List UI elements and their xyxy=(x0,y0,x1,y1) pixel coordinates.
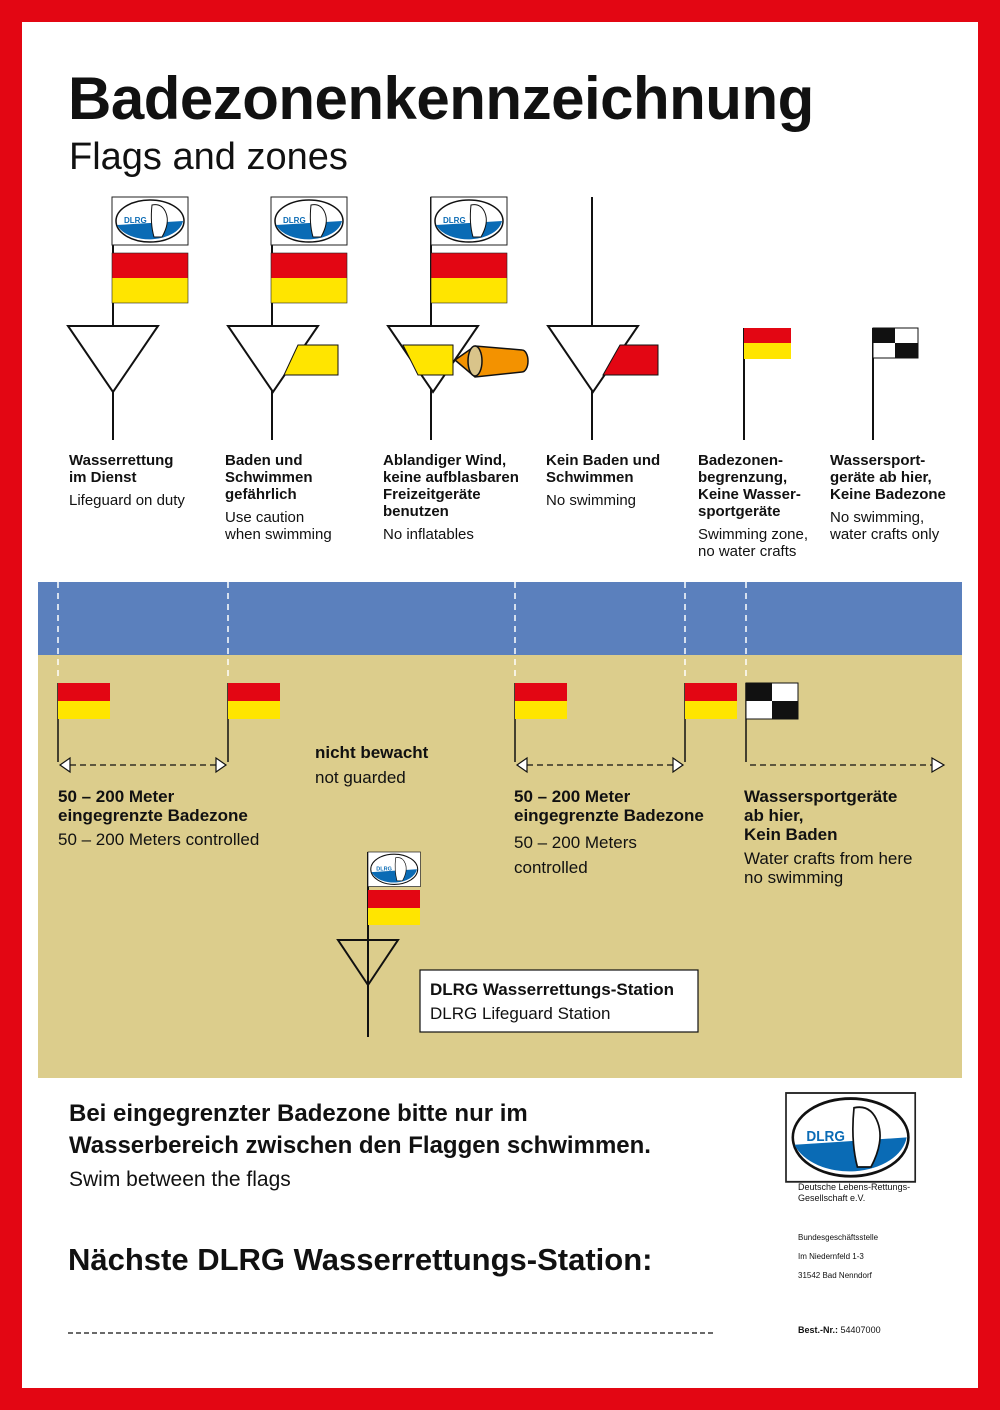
sign-swimming-zone xyxy=(743,328,791,440)
crafts-label: Wassersportgeräte ab hier, Kein Baden Wa… xyxy=(744,787,913,887)
windsock-icon xyxy=(453,345,529,378)
sign-label-4: Kein Baden und Schwimmen No swimming xyxy=(546,452,661,509)
zone-boundaries xyxy=(57,582,747,680)
station-label: DLRG Wasserrettungs-Station DLRG Lifegua… xyxy=(430,980,675,1023)
dlrg-logo-flag xyxy=(111,196,189,246)
zone2-label: 50 – 200 Meter eingegrenzte Badezone 50 … xyxy=(514,787,704,877)
next-station-heading: Nächste DLRG Wasserrettungs-Station: xyxy=(68,1242,653,1277)
distance-arrows xyxy=(58,756,946,774)
sign-label-3: Ablandiger Wind, keine aufblasbaren Frei… xyxy=(383,452,519,543)
sign-label-6: Wassersport- geräte ab hier, Keine Badez… xyxy=(830,452,946,543)
station-sign xyxy=(336,851,699,1037)
water-area xyxy=(38,582,962,656)
page-subtitle: Flags and zones xyxy=(69,136,348,178)
beach-flag xyxy=(685,683,737,719)
org-name: Deutsche Lebens-Rettungs- Gesellschaft e… xyxy=(798,1182,911,1203)
sign-lifeguard-on-duty xyxy=(66,196,189,440)
order-number: Best.-Nr.: 54407000 xyxy=(798,1325,881,1335)
sign-label-5: Badezonen- begrenzung, Keine Wasser- spo… xyxy=(698,452,809,560)
yellow-flag xyxy=(402,344,454,376)
beach-flag xyxy=(228,683,280,719)
sign-no-swimming xyxy=(546,197,659,440)
yellow-flag xyxy=(283,344,339,376)
red-flag xyxy=(602,344,659,376)
unguarded-label: nicht bewacht not guarded xyxy=(315,743,429,787)
dlrg-logo xyxy=(784,1091,917,1184)
beach-flag xyxy=(515,683,567,719)
red-yellow-flag xyxy=(111,252,189,304)
swim-notice-en: Swim between the flags xyxy=(69,1168,291,1191)
page-title: Badezonenkennzeichnung xyxy=(68,65,814,132)
checkered-flag xyxy=(745,682,799,720)
address: Bundesgeschäftsstelle Im Niedernfeld 1-3… xyxy=(798,1233,879,1280)
beach-flag xyxy=(58,683,110,719)
sign-label-1: Wasserrettung im Dienst Lifeguard on dut… xyxy=(69,452,185,509)
triangle-sign xyxy=(66,325,160,394)
sign-label-2: Baden und Schwimmen gefährlich Use cauti… xyxy=(225,452,332,543)
swim-notice: Bei eingegrenzter Badezone bitte nur im … xyxy=(69,1100,651,1159)
zone1-label: 50 – 200 Meter eingegrenzte Badezone 50 … xyxy=(58,787,260,849)
sign-water-crafts xyxy=(872,327,919,440)
sign-no-inflatables xyxy=(386,196,529,440)
sign-caution xyxy=(226,196,348,440)
